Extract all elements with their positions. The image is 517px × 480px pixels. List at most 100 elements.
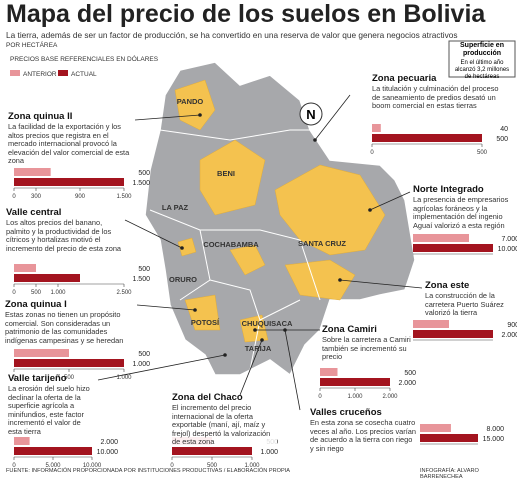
title: Mapa del precio de los suelos en Bolivia <box>6 0 486 28</box>
zone-title: Zona este <box>425 280 470 291</box>
tick-label: 0 <box>170 463 174 469</box>
tick-label: 500 <box>64 375 75 381</box>
bar <box>420 424 451 432</box>
region-label: BENI <box>217 169 235 178</box>
value-label: 500 <box>404 370 416 377</box>
tick-label: 0 <box>12 290 16 296</box>
bar <box>14 447 92 455</box>
source: FUENTE: INFORMACIÓN PROPORCIONADA POR IN… <box>6 468 290 474</box>
leader-dot <box>368 208 372 212</box>
tick-label: 0 <box>370 150 374 156</box>
tick-label: 2.500 <box>116 290 132 296</box>
surface-title: Superficie en producción <box>460 42 504 57</box>
tick-label: 900 <box>75 194 86 200</box>
compass <box>299 102 323 126</box>
tick-label: 300 <box>31 194 42 200</box>
leader-line <box>124 219 183 249</box>
value-label: 2.000 <box>398 380 416 387</box>
region-label: COCHABAMBA <box>203 240 259 249</box>
bar <box>14 264 36 272</box>
value-label: 1.000 <box>132 361 150 368</box>
value-label: 500 <box>138 351 150 358</box>
zone-title: Norte Integrado <box>413 184 484 195</box>
tick-label: 1.000 <box>116 375 132 381</box>
value-label: 2.000 <box>501 332 517 339</box>
compass-letter: N <box>306 107 315 122</box>
tick-label: 500 <box>207 463 218 469</box>
value-label: 2.000 <box>100 439 118 446</box>
leader-line <box>339 279 423 289</box>
region-label: CHUQUISACA <box>242 319 293 328</box>
value-label: 15.000 <box>483 436 505 443</box>
zone-title: Zona quinua II <box>8 111 73 122</box>
bar <box>14 168 51 176</box>
bar <box>320 368 338 376</box>
leader-line <box>369 191 411 211</box>
legend-label: ANTERIOR <box>23 71 57 78</box>
bar <box>372 124 381 132</box>
tick-label: 10.000 <box>83 463 102 469</box>
bar <box>413 244 493 252</box>
legend-title: PRECIOS BASE REFERENCIALES EN DÓLARES <box>10 56 159 63</box>
bar <box>14 274 80 282</box>
tick-label: 1.500 <box>116 194 132 200</box>
leader-dot <box>253 328 257 332</box>
leader-line <box>314 94 351 141</box>
tick-label: 2.000 <box>382 394 398 400</box>
subtitle: La tierra, además de ser un factor de pr… <box>6 30 458 40</box>
leader-dot <box>313 138 317 142</box>
yellow-zones <box>174 79 386 343</box>
zone-text: Los altos precios del banano, palmito y … <box>6 218 124 254</box>
bar <box>320 378 390 386</box>
zone-text: La construcción de la carretera Puerto S… <box>425 291 515 318</box>
leader-dot <box>180 246 184 250</box>
value-label: 500 <box>138 170 150 177</box>
value-label: 500 <box>138 266 150 273</box>
bar <box>14 437 30 445</box>
bar <box>14 349 69 357</box>
unit: POR HECTÁREA <box>6 42 58 49</box>
tick-label: 0 <box>12 463 16 469</box>
leader-line <box>134 114 201 121</box>
department-borders <box>149 129 321 371</box>
leader-dot <box>193 308 197 312</box>
leader-line <box>284 329 301 411</box>
zone-title: Zona quinua I <box>5 299 67 310</box>
zone-text: La titulación y culminación del proceso … <box>372 84 502 111</box>
credit: INFOGRAFÍA: ALVARO BARRENECHEA <box>420 468 479 480</box>
leader-dot <box>198 113 202 117</box>
leader-dot <box>260 338 264 342</box>
region-label: ORURO <box>169 275 197 284</box>
bar <box>14 359 124 367</box>
region-label: POTOSÍ <box>191 318 220 327</box>
bar <box>413 320 449 328</box>
value-label: 500 <box>496 136 508 143</box>
zone-text: La facilidad de la exportación y los alt… <box>8 122 133 166</box>
bar <box>172 447 252 455</box>
value-label: 10.000 <box>97 449 119 456</box>
tick-label: 1.000 <box>50 290 66 296</box>
zone-text: El incremento del precio internacional d… <box>172 403 277 447</box>
tick-label: 0 <box>12 194 16 200</box>
zone-title: Valles cruceños <box>310 407 382 418</box>
region-label: LA PAZ <box>162 203 189 212</box>
value-label: 1.000 <box>260 449 278 456</box>
zone-title: Valle tarijeño <box>8 373 67 384</box>
bar <box>372 134 482 142</box>
region-label: SANTA CRUZ <box>298 239 346 248</box>
tick-label: 1.000 <box>347 394 363 400</box>
bar <box>413 330 493 338</box>
tick-label: 0 <box>318 394 322 400</box>
zone-text: Sobre la carretera a Camiri también se i… <box>322 335 412 362</box>
zone-title: Valle central <box>6 207 62 218</box>
value-label: 8.000 <box>486 426 504 433</box>
bar <box>14 178 124 186</box>
leader-line <box>239 339 263 396</box>
legend-label: ACTUAL <box>71 71 97 78</box>
bar <box>420 434 478 442</box>
value-label: 40 <box>500 126 508 133</box>
tick-label: 500 <box>31 290 42 296</box>
zone-title: Zona pecuaria <box>372 73 437 84</box>
